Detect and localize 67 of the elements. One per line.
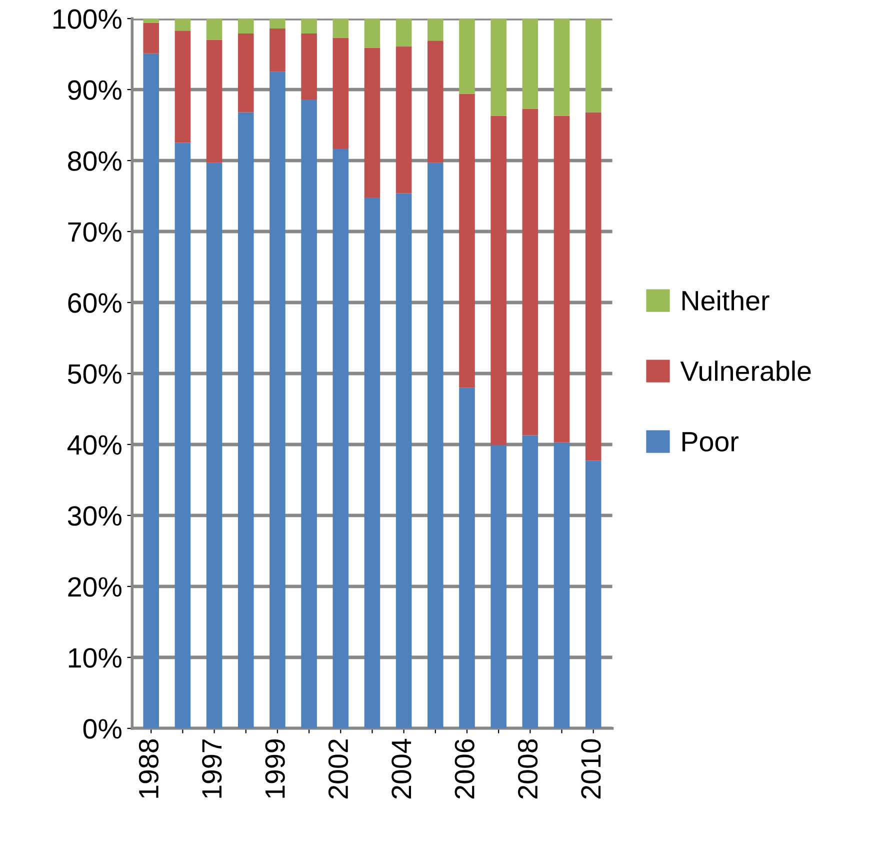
y-tick-label: 20%: [68, 577, 122, 597]
bar: [522, 18, 538, 109]
bar: [238, 33, 254, 112]
bar: [332, 148, 349, 728]
bar: [238, 18, 254, 34]
x-tick-label: 1988: [138, 739, 159, 798]
bar: [364, 197, 380, 728]
bar: [174, 30, 191, 143]
bar: [459, 94, 475, 388]
bar: [585, 112, 602, 461]
bar: [301, 18, 317, 34]
bar: [143, 53, 159, 728]
bar: [554, 442, 570, 728]
bar: [364, 18, 380, 48]
y-tick-label: 30%: [68, 506, 122, 526]
legend-label: Poor: [682, 432, 738, 452]
bar: [459, 388, 475, 728]
bar: [174, 18, 191, 31]
y-tick-label: 40%: [67, 435, 122, 455]
y-tick-label: 0%: [83, 719, 122, 739]
bar: [585, 18, 602, 112]
bar: [364, 48, 380, 198]
bar: [174, 142, 191, 728]
y-tick-label: 70%: [68, 222, 122, 242]
y-tick-label: 60%: [68, 293, 122, 313]
y-tick-label: 50%: [68, 364, 122, 384]
bar: [396, 193, 412, 728]
bar: [428, 162, 444, 728]
y-tick-label: 80%: [68, 151, 122, 171]
bar: [585, 460, 602, 728]
bar: [459, 18, 475, 94]
bar: [490, 445, 506, 728]
bar: [490, 18, 506, 116]
bar: [554, 116, 570, 442]
bar: [396, 18, 412, 46]
y-tick-label: 90%: [68, 80, 122, 100]
x-tick-label: 2008: [518, 739, 538, 799]
bar: [301, 100, 317, 728]
bar: [270, 18, 286, 29]
bar: [301, 33, 317, 100]
bar: [332, 38, 349, 148]
legend-label: Vulnerable: [680, 360, 811, 382]
bar: [206, 40, 222, 163]
bar: [428, 40, 444, 163]
y-tick-label: 100%: [54, 9, 122, 29]
x-tick-label: 2010: [581, 739, 601, 799]
bar: [554, 18, 570, 116]
x-tick-label: 2006: [454, 739, 474, 799]
bar: [522, 435, 538, 728]
bar: [143, 22, 159, 54]
bar: [522, 108, 538, 436]
x-tick-label: 2002: [328, 740, 348, 799]
bar: [143, 18, 159, 23]
bar: [332, 18, 349, 38]
bar: [396, 46, 412, 194]
bar: [206, 18, 222, 40]
bar: [206, 162, 222, 728]
bar: [270, 72, 286, 728]
bar: [270, 28, 286, 72]
y-tick-label: 10%: [68, 648, 122, 668]
x-tick-label: 1999: [265, 739, 285, 798]
bar: [238, 112, 254, 728]
bar: [490, 116, 506, 446]
legend-label: Neither: [682, 290, 770, 311]
x-tick-label: 1997: [202, 740, 222, 798]
x-tick-label: 2004: [392, 738, 412, 799]
bar: [428, 18, 444, 41]
